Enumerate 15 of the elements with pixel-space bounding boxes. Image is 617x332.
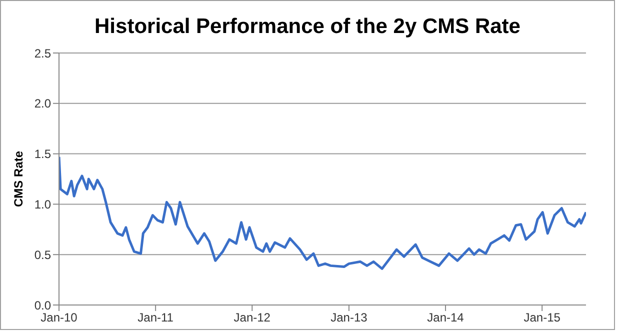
line-series [59, 156, 586, 270]
y-tick-label: 1.0 [34, 197, 52, 212]
x-tick-label: Jan-13 [330, 310, 368, 325]
x-tick-label: Jan-12 [234, 310, 271, 325]
chart-title: Historical Performance of the 2y CMS Rate [94, 15, 522, 40]
y-tick-label: 2.0 [34, 96, 52, 111]
y-tick-label: 2.5 [34, 46, 52, 60]
y-tick-label: 0.0 [34, 298, 52, 312]
y-axis-title: CMS Rate [11, 150, 26, 207]
y-tick-label: 1.5 [34, 147, 52, 162]
y-tick-label: 0.5 [34, 248, 52, 262]
x-tick-label: Jan-14 [427, 310, 464, 325]
x-tick-label: Jan-10 [40, 310, 78, 325]
x-tick-label: Jan-15 [524, 310, 561, 325]
x-tick-label: Jan-11 [138, 310, 174, 325]
